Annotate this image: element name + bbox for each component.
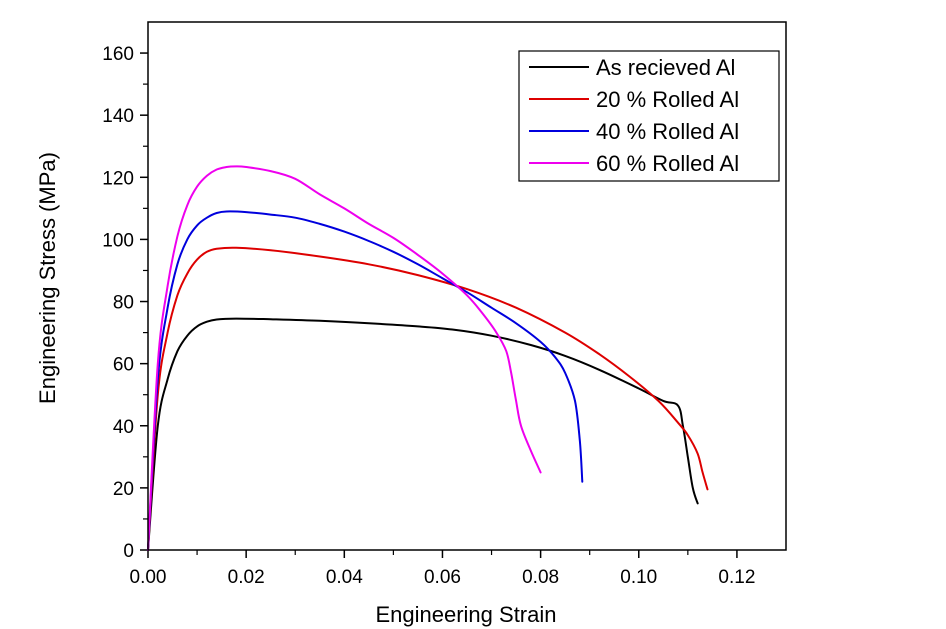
x-tick-label: 0.12 — [718, 567, 755, 588]
y-tick-label: 100 — [102, 230, 134, 251]
y-tick-label: 60 — [113, 355, 134, 376]
x-tick-label: 0.00 — [130, 567, 167, 588]
legend-label-40-rolled: 40 % Rolled Al — [596, 119, 739, 144]
y-axis-title: Engineering Stress (MPa) — [35, 152, 60, 404]
y-tick-label: 20 — [113, 479, 134, 500]
y-tick-label: 40 — [113, 417, 134, 438]
y-tick-label: 140 — [102, 106, 134, 127]
x-axis-title: Engineering Strain — [375, 602, 556, 627]
series-layer — [147, 165, 709, 551]
x-tick-label: 0.08 — [522, 567, 559, 588]
x-tick-label: 0.02 — [228, 567, 265, 588]
y-tick-label: 120 — [102, 168, 134, 189]
legend-box — [518, 50, 780, 182]
y-tick-label: 80 — [113, 293, 134, 314]
legend: As recieved Al 20 % Rolled Al 40 % Rolle… — [518, 50, 780, 182]
series-line-40-rolled — [147, 210, 584, 551]
y-tick-label: 160 — [102, 44, 134, 65]
legend-label-20-rolled: 20 % Rolled Al — [596, 87, 739, 112]
plot-frame — [147, 21, 787, 551]
legend-label-as-received: As recieved Al — [596, 55, 735, 80]
series-line-as-received — [147, 317, 699, 551]
y-tick-label: 0 — [123, 541, 134, 562]
series-line-60-rolled — [147, 165, 542, 551]
x-tick-label: 0.06 — [424, 567, 461, 588]
series-line-20-rolled — [147, 246, 709, 551]
x-tick-label: 0.04 — [326, 567, 363, 588]
x-tick-label: 0.10 — [620, 567, 657, 588]
legend-label-60-rolled: 60 % Rolled Al — [596, 151, 739, 176]
tick-layer: 0.00 0.02 0.04 0.06 0.08 0.10 0.12 0 20 40 60 80 100… — [102, 44, 755, 588]
